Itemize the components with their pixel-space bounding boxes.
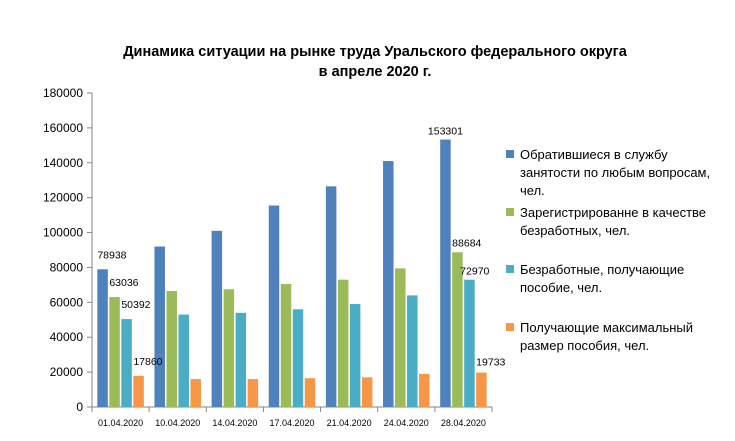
bar-series-4 bbox=[190, 379, 201, 407]
bar-series-1 bbox=[154, 246, 165, 407]
bar-series-4 bbox=[361, 377, 373, 407]
bar-series-2 bbox=[452, 252, 463, 407]
legend-label: Зарегистрированне в качестве bbox=[520, 205, 706, 220]
bar-series-4 bbox=[304, 378, 316, 407]
legend-label: занятости по любым вопросам, bbox=[520, 165, 710, 180]
bar-series-3 bbox=[292, 309, 304, 407]
legend-swatch bbox=[506, 265, 514, 273]
legend-label: Обратившиеся в службу bbox=[520, 147, 668, 162]
bar-series-4 bbox=[419, 373, 430, 407]
data-label: 19733 bbox=[476, 357, 505, 369]
data-label: 50392 bbox=[121, 299, 150, 311]
bar-series-2 bbox=[166, 290, 177, 407]
legend-label: безработных, чел. bbox=[520, 223, 630, 238]
bar-series-1 bbox=[211, 230, 223, 407]
legend-swatch bbox=[506, 208, 514, 216]
y-tick-label: 180000 bbox=[43, 86, 83, 100]
chart-subtitle: в апреле 2020 г. bbox=[319, 64, 432, 80]
data-labels: 78938 63036 50392 17860 153301 88684 72970 1973… bbox=[97, 126, 505, 369]
x-tick-label: 17.04.2020 bbox=[269, 418, 314, 428]
bar-series-1 bbox=[383, 161, 394, 407]
bar-series-3 bbox=[235, 312, 247, 407]
bar-series-1 bbox=[268, 205, 280, 407]
x-tick-label: 01.04.2020 bbox=[98, 418, 143, 428]
y-tick-label: 20000 bbox=[50, 365, 84, 379]
y-tick-label: 0 bbox=[76, 400, 83, 414]
y-tick-label: 80000 bbox=[50, 260, 84, 274]
x-tick-label: 28.04.2020 bbox=[441, 418, 486, 428]
bar-series-4 bbox=[476, 372, 487, 407]
bar-series-2 bbox=[109, 297, 120, 407]
data-label: 63036 bbox=[109, 277, 138, 289]
x-tick-label: 14.04.2020 bbox=[212, 418, 257, 428]
bar-series-3 bbox=[464, 279, 475, 407]
bar-series-3 bbox=[407, 295, 418, 407]
legend-label: чел. bbox=[520, 183, 545, 198]
y-tick-label: 40000 bbox=[50, 330, 84, 344]
y-tick-label: 140000 bbox=[43, 156, 83, 170]
data-label: 88684 bbox=[452, 237, 481, 249]
data-label: 153301 bbox=[428, 126, 463, 138]
bar-series-2 bbox=[395, 268, 406, 407]
bar-series-3 bbox=[121, 319, 132, 407]
x-tick-label: 10.04.2020 bbox=[155, 418, 200, 428]
x-tick-label: 24.04.2020 bbox=[384, 418, 429, 428]
bar-series-1 bbox=[325, 186, 337, 407]
bar-series-2 bbox=[223, 289, 235, 407]
bar-series-4 bbox=[247, 379, 259, 407]
bar-series-4 bbox=[133, 375, 144, 407]
data-label: 78938 bbox=[97, 249, 126, 261]
legend-label: Получающие максимальный bbox=[520, 320, 693, 335]
y-tick-label: 60000 bbox=[50, 295, 84, 309]
x-tick-label: 21.04.2020 bbox=[327, 418, 372, 428]
bar-series-3 bbox=[178, 314, 189, 407]
bars bbox=[97, 139, 487, 407]
bar-series-2 bbox=[337, 279, 349, 407]
y-tick-label: 160000 bbox=[43, 121, 83, 135]
y-tick-label: 120000 bbox=[43, 191, 83, 205]
legend-swatch bbox=[506, 150, 514, 158]
chart-title: Динамика ситуации на рынке труда Уральск… bbox=[123, 44, 628, 60]
bar-series-2 bbox=[280, 284, 292, 407]
legend-swatch bbox=[506, 323, 514, 331]
axes: 0 20000 40000 60000 80000 100000 120000 140000 1… bbox=[43, 86, 493, 428]
bar-series-3 bbox=[349, 304, 361, 407]
legend-label: размер пособия, чел. bbox=[520, 338, 649, 353]
legend-label: пособие, чел. bbox=[520, 280, 602, 295]
data-label: 17860 bbox=[133, 356, 162, 368]
bar-series-1 bbox=[97, 269, 108, 407]
bar-series-1 bbox=[440, 139, 451, 407]
y-tick-label: 100000 bbox=[43, 226, 83, 240]
legend: Обратившиеся в службу занятости по любым … bbox=[506, 147, 710, 353]
legend-label: Безработные, получающие bbox=[520, 262, 684, 277]
data-label: 72970 bbox=[460, 266, 489, 278]
